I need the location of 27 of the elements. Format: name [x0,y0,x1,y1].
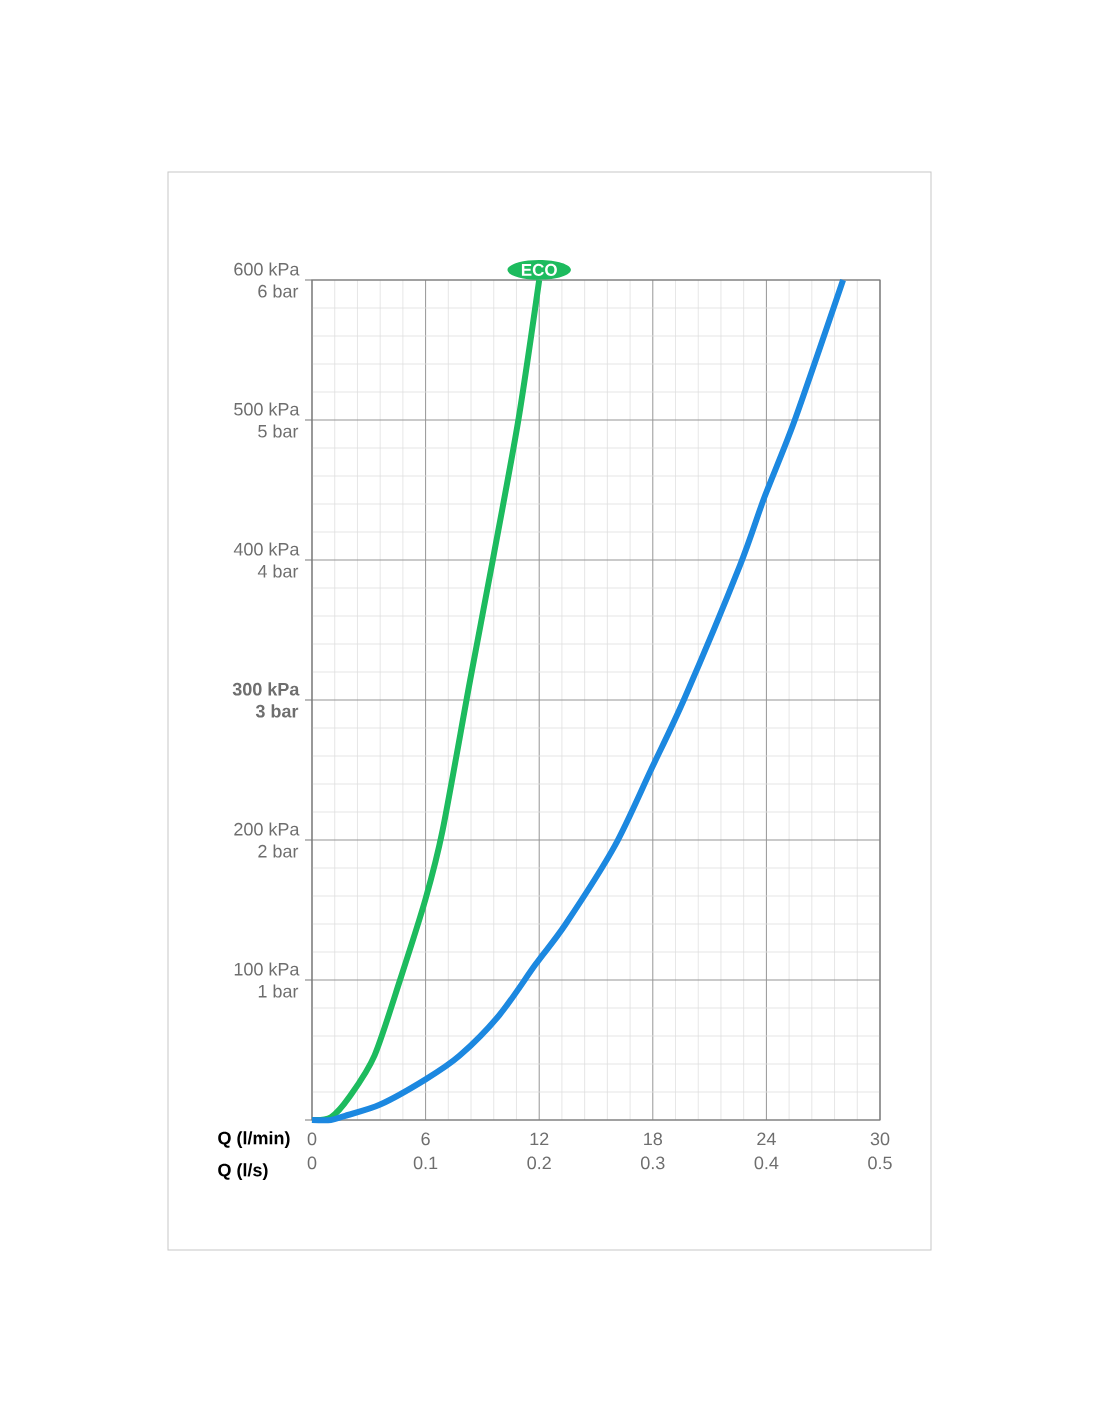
x-tick-label: 6 [421,1132,430,1146]
x-tick-label: 30 [870,1132,890,1146]
y-tick-label: 100 kPa [234,962,300,976]
y-tick-label: 500 kPa [234,402,300,416]
y2-tick-label: 6 bar [258,284,299,298]
series-label: ECO [521,263,557,276]
x-tick-label: 0 [307,1132,317,1146]
y2-tick-label: 4 bar [257,564,299,578]
x2-tick-label: 0.5 [868,1156,892,1170]
x-tick-label: 18 [644,1132,663,1146]
y-tick-label: 300 kPa [232,682,300,696]
y2-tick-label: 1 bar [258,984,299,998]
x2-tick-label: 0.4 [754,1156,779,1170]
y-tick-label: 400 kPa [233,542,300,556]
x2-tick-label: 0.3 [640,1156,665,1170]
x2-tick-label: 0.1 [413,1156,438,1170]
x2-axis-title: Q (l/s) [218,1163,268,1180]
y-tick-label: 200 kPa [234,822,300,836]
x-tick-label: 12 [530,1132,549,1146]
y2-tick-label: 2 bar [258,844,299,858]
y2-tick-label: 3 bar [255,704,299,718]
x-tick-label: 24 [757,1132,776,1146]
x-axis-title: Q (l/min) [218,1131,290,1148]
x2-tick-label: 0 [307,1156,317,1170]
y-tick-label: 600 kPa [234,262,300,276]
y2-tick-label: 5 bar [258,424,299,438]
x2-tick-label: 0.2 [527,1156,551,1170]
